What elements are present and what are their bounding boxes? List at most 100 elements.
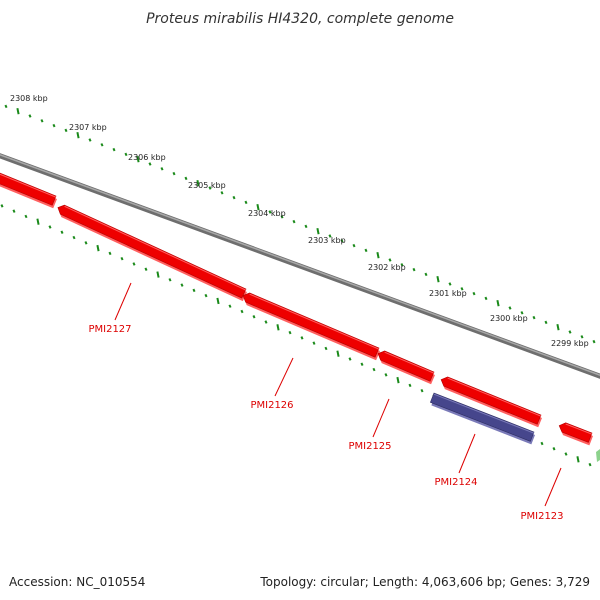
outer-major-tick (16, 108, 20, 115)
outer-minor-tick (532, 315, 536, 320)
gene-label-leader (274, 357, 294, 397)
outer-major-tick (76, 132, 80, 139)
inner-minor-tick (24, 214, 28, 219)
inner-minor-tick (168, 278, 172, 282)
outer-minor-tick (184, 176, 188, 181)
tick-label: 2299 kbp (551, 339, 589, 348)
outer-ruler (4, 104, 596, 344)
map-title: Proteus mirabilis HI4320, complete genom… (146, 11, 454, 27)
outer-minor-tick (52, 123, 56, 128)
inner-minor-tick (588, 462, 592, 467)
outer-minor-tick (88, 138, 92, 142)
gene-feature-cds[interactable] (242, 292, 380, 358)
gene-feature-cds[interactable] (377, 350, 435, 382)
outer-minor-tick (340, 239, 344, 243)
inner-minor-tick (84, 241, 88, 245)
outer-minor-tick (412, 267, 416, 272)
gene-label-leader (114, 282, 132, 321)
gene-labels: PMI2127 PMI2126 PMI2125 PMI2124 PMI2123 (88, 282, 564, 522)
inner-minor-tick (552, 447, 556, 451)
gene-feature-cds[interactable] (558, 422, 593, 443)
inner-minor-tick (72, 235, 76, 240)
inner-major-tick (96, 244, 100, 252)
inner-minor-tick (204, 293, 208, 298)
gene-label[interactable]: PMI2123 (520, 511, 563, 522)
inner-minor-tick (540, 441, 544, 446)
outer-minor-tick (40, 119, 44, 123)
outer-major-tick (136, 156, 140, 163)
genome-backbone (0, 153, 600, 379)
gene-feature-highlight (64, 205, 247, 291)
outer-minor-tick (400, 263, 404, 267)
gene-feature-highlight (0, 173, 57, 198)
outer-minor-tick (208, 186, 212, 190)
outer-minor-tick (4, 104, 8, 109)
outer-minor-tick (520, 311, 524, 315)
inner-minor-tick (312, 341, 316, 345)
tick-label: 2304 kbp (248, 209, 286, 218)
inner-major-tick (156, 271, 160, 278)
inner-minor-tick (240, 309, 244, 314)
tick-label: 2307 kbp (69, 123, 107, 132)
outer-minor-tick (508, 306, 512, 310)
inner-minor-tick (324, 346, 328, 351)
gene-feature-highlight (249, 293, 380, 350)
gene-feature-cds[interactable] (57, 204, 247, 299)
inner-minor-tick (348, 357, 352, 361)
tick-label: 2303 kbp (308, 236, 346, 245)
inner-minor-tick (48, 225, 52, 229)
outer-minor-tick (148, 162, 152, 166)
tick-label: 2308 kbp (10, 94, 48, 103)
inner-major-tick (36, 218, 40, 225)
inner-minor-tick (384, 373, 388, 377)
outer-major-tick (196, 180, 200, 187)
inner-major-tick (216, 297, 220, 305)
inner-minor-tick (252, 315, 256, 319)
tick-label: 2302 kbp (368, 263, 406, 272)
outer-minor-tick (544, 320, 548, 325)
gene-label[interactable]: PMI2125 (348, 441, 391, 452)
outer-minor-tick (460, 287, 464, 291)
gene-label[interactable]: PMI2127 (88, 324, 131, 335)
outer-minor-tick (592, 339, 596, 344)
outer-minor-tick (364, 248, 368, 253)
tick-label: 2305 kbp (188, 181, 226, 190)
inner-major-tick (576, 456, 580, 463)
inner-minor-tick (408, 383, 412, 388)
gene-feature-cds[interactable] (0, 169, 57, 206)
inner-major-tick (276, 324, 280, 331)
inner-minor-tick (360, 362, 364, 367)
inner-minor-tick (180, 283, 184, 287)
inner-minor-tick (228, 304, 232, 308)
inner-minor-tick (372, 367, 376, 372)
gene-feature-highlight (447, 377, 542, 417)
inner-major-tick (396, 376, 400, 384)
gene-feature-cds[interactable] (440, 376, 542, 425)
outer-minor-tick (472, 291, 476, 296)
outer-major-tick (256, 204, 260, 211)
outer-minor-tick (64, 128, 68, 133)
outer-major-tick (436, 276, 440, 283)
outer-major-tick (316, 228, 320, 235)
inner-minor-tick (192, 288, 196, 293)
outer-minor-tick (280, 215, 284, 219)
gene-label[interactable]: PMI2126 (250, 400, 293, 411)
inner-minor-tick (288, 330, 292, 335)
gene-label[interactable]: PMI2124 (434, 477, 477, 488)
outer-minor-tick (352, 243, 356, 248)
gene-feature-rna[interactable] (429, 392, 535, 442)
accession-text: Accession: NC_010554 (9, 575, 145, 589)
gene-feature-highlight (433, 393, 535, 434)
inner-minor-tick (300, 336, 304, 340)
tick-label: 2300 kbp (490, 314, 528, 323)
genome-summary-text: Topology: circular; Length: 4,063,606 bp… (259, 575, 590, 589)
gene-feature-highlight (384, 351, 435, 374)
inner-minor-tick (144, 267, 148, 271)
outer-minor-tick (328, 234, 332, 238)
tick-label: 2301 kbp (429, 289, 467, 298)
outer-minor-tick (160, 167, 164, 171)
outer-minor-tick (304, 224, 308, 229)
outer-minor-tick (268, 210, 272, 214)
gene-label-leader (372, 398, 390, 438)
